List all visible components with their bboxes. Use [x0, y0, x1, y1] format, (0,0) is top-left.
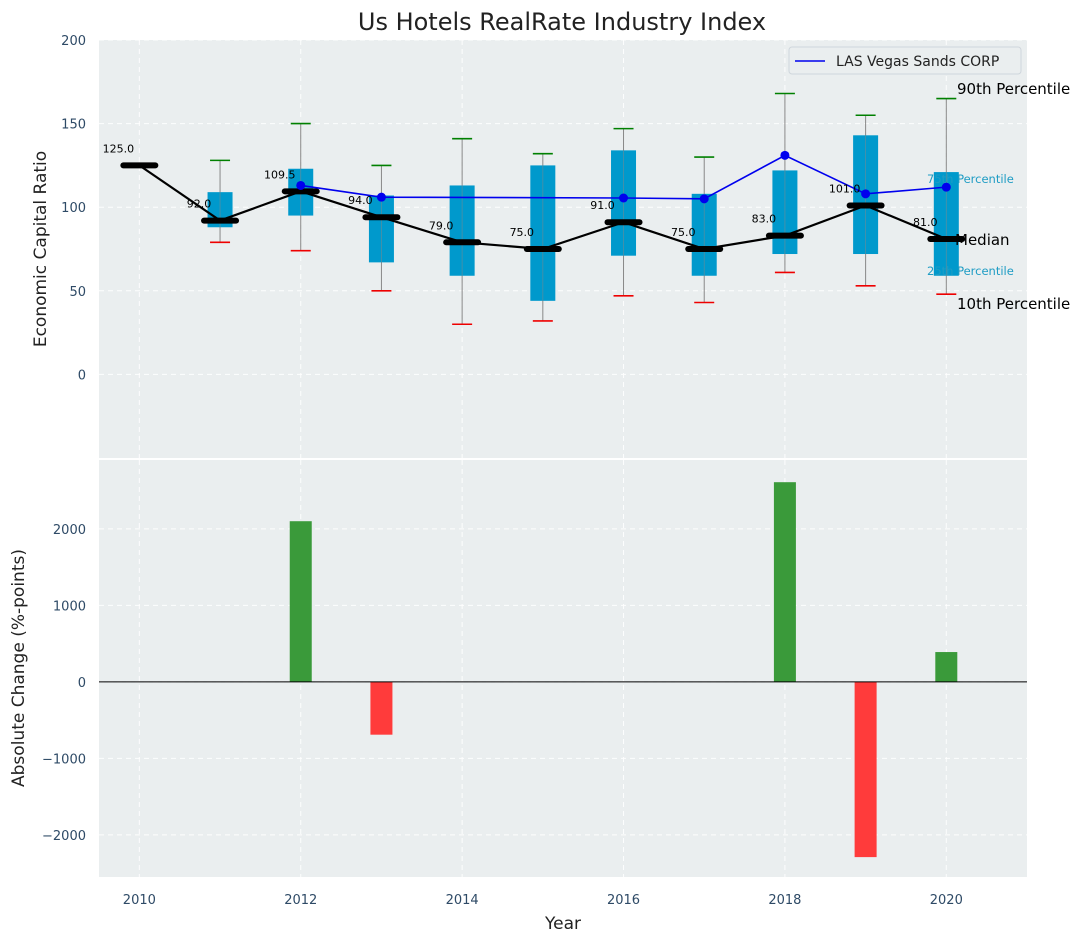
median-line-group: [120, 162, 966, 252]
x-ticks: 2010 2012 2014 2016 2018 2020: [123, 893, 963, 908]
company-point: [861, 189, 871, 199]
bottom-y-tick-label: 2000: [53, 523, 86, 538]
median-value-label: 94.0: [348, 194, 373, 207]
x-tick-label: 2014: [446, 893, 479, 908]
bottom-y-axis-title: Absolute Change (%-points): [9, 549, 29, 787]
company-point: [619, 193, 629, 203]
top-y-tick-label: 50: [69, 285, 86, 300]
median-value-label: 75.0: [510, 226, 535, 239]
change-bar: [370, 681, 393, 735]
top-y-tick-label: 150: [61, 118, 86, 133]
median-value-label: 91.0: [590, 199, 615, 212]
chart-title: Us Hotels RealRate Industry Index: [358, 8, 766, 36]
median-value-label: 125.0: [103, 142, 135, 155]
top-y-tick-label: 0: [78, 368, 86, 383]
top-plot-background: [99, 40, 1027, 458]
company-point: [699, 194, 709, 204]
top-y-axis-title: Economic Capital Ratio: [31, 151, 51, 347]
bottom-y-ticks: −2000 −1000 0 1000 2000: [42, 523, 86, 844]
p75-label: 75th Percentile: [927, 172, 1014, 186]
legend-label: LAS Vegas Sands CORP: [836, 54, 999, 70]
bottom-y-tick-label: 1000: [53, 599, 86, 614]
x-tick-label: 2010: [123, 893, 156, 908]
median-value-label: 81.0: [913, 216, 938, 229]
change-bar: [854, 681, 877, 858]
median-value-label: 75.0: [671, 226, 696, 239]
median-value-label: 92.0: [187, 198, 212, 211]
company-point: [296, 180, 306, 190]
median-labels: 125.0 92.0 109.5 94.0 79.0 75.0 91.0 75.0 83.0 10…: [103, 142, 938, 239]
bottom-y-tick-label: −2000: [42, 829, 86, 844]
x-tick-label: 2020: [930, 893, 963, 908]
bottom-y-tick-label: −1000: [42, 752, 86, 767]
bottom-y-tick-label: 0: [78, 676, 86, 691]
legend: LAS Vegas Sands CORP: [788, 46, 1022, 75]
company-point: [780, 150, 790, 160]
median-value-label: 83.0: [752, 213, 777, 226]
median-value-label: 101.0: [829, 183, 861, 196]
median-value-label: 109.5: [264, 168, 296, 181]
company-point: [376, 192, 386, 202]
bottom-panel: −2000 −1000 0 1000 2000 2010 2012 2014 2016 2018…: [9, 460, 1027, 934]
top-panel: 0 50 100 150 200 125.0 92.0 109.5 94.0 79.0 75.0 9…: [31, 34, 1070, 458]
x-axis-title: Year: [544, 914, 581, 934]
top-y-tick-label: 200: [61, 34, 86, 49]
median-value-label: 79.0: [429, 219, 454, 232]
legend-box: [788, 46, 1022, 75]
percentile-labels: 90th Percentile 75th Percentile Median 2…: [927, 80, 1070, 313]
p90-label: 90th Percentile: [957, 80, 1070, 98]
change-bar: [935, 652, 958, 682]
bottom-plot-background: [99, 460, 1027, 877]
p25-label: 25th Percentile: [927, 264, 1014, 278]
p10-label: 10th Percentile: [957, 295, 1070, 313]
median-pct-label: Median: [955, 231, 1010, 249]
top-y-ticks: 0 50 100 150 200: [61, 34, 86, 383]
top-y-tick-label: 100: [61, 201, 86, 216]
company-series: [296, 150, 951, 204]
change-bar: [773, 482, 796, 682]
company-point: [941, 182, 951, 192]
change-bar: [289, 521, 312, 682]
x-tick-label: 2012: [284, 893, 317, 908]
x-tick-label: 2018: [768, 893, 801, 908]
x-tick-label: 2016: [607, 893, 640, 908]
change-bars: [289, 482, 958, 858]
